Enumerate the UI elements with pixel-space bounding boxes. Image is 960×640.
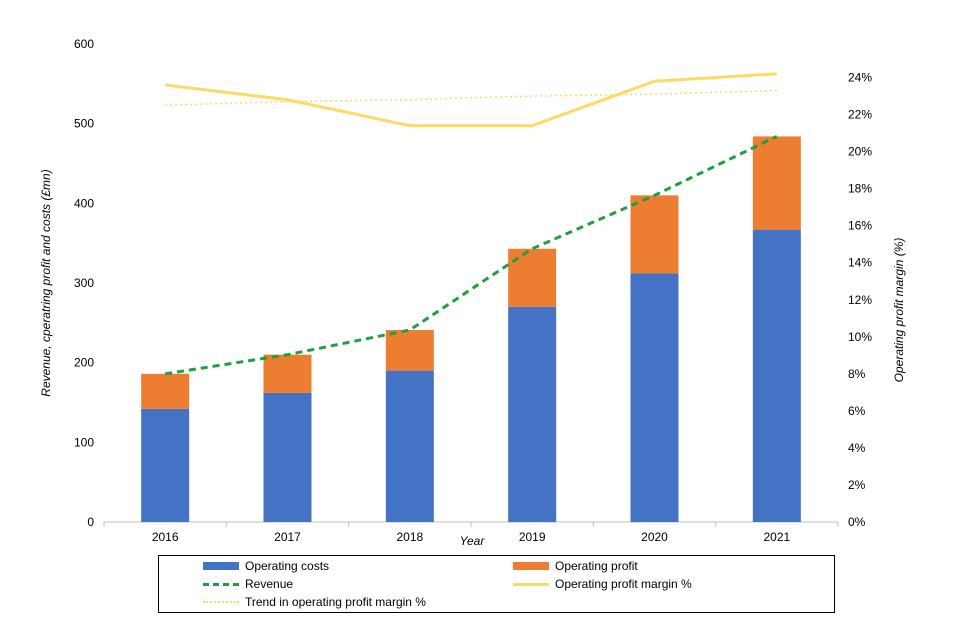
x-tick-label: 2017 [274, 530, 301, 544]
legend-label: Operating profit margin % [555, 577, 692, 591]
y2-tick-label: 24% [848, 71, 872, 85]
y-tick-label: 300 [74, 276, 94, 290]
bar-operating-costs [630, 273, 679, 522]
legend-key-margin-trend [203, 601, 239, 603]
y2-tick-label: 10% [848, 330, 872, 344]
legend: Operating costs Operating profit Revenue… [158, 555, 835, 613]
y-tick-label: 500 [74, 117, 94, 131]
x-tick-label: 2016 [152, 530, 179, 544]
legend-label: Operating costs [245, 559, 330, 573]
legend-key-operating-costs [203, 562, 239, 570]
y-tick-label: 600 [74, 37, 94, 51]
y2-tick-label: 18% [848, 182, 872, 196]
bar-operating-costs [385, 370, 434, 522]
y2-axis-title: Operating profit margin (%) [892, 238, 906, 383]
y2-tick-label: 22% [848, 108, 872, 122]
legend-label: Operating profit [555, 559, 638, 573]
y2-tick-label: 8% [848, 367, 866, 381]
y-tick-label: 200 [74, 356, 94, 370]
series-line-margin-trend [165, 89, 777, 107]
legend-item-margin-trend: Trend in operating profit margin % [203, 594, 426, 610]
bar-operating-costs [263, 392, 312, 522]
y-tick-label: 400 [74, 196, 94, 210]
series-line-revenue [164, 135, 778, 376]
legend-key-revenue [203, 582, 239, 586]
bar-operating-profit [508, 248, 557, 307]
y2-tick-label: 2% [848, 478, 866, 492]
y2-tick-label: 4% [848, 441, 866, 455]
x-tick-label: 2020 [641, 530, 668, 544]
y-tick-label: 100 [74, 435, 94, 449]
y2-tick-label: 12% [848, 293, 872, 307]
bar-operating-costs [508, 306, 557, 522]
legend-key-operating-profit [513, 562, 549, 570]
bar-operating-costs [141, 408, 190, 522]
y2-tick-label: 6% [848, 404, 866, 418]
x-tick-label: 2018 [396, 530, 423, 544]
legend-key-margin [513, 582, 549, 586]
legend-label: Revenue [245, 577, 294, 591]
x-axis-title: Year [460, 534, 486, 548]
y2-tick-label: 20% [848, 145, 872, 159]
y2-tick-label: 16% [848, 219, 872, 233]
y-axis-title: Revenue, cperatring profit and costs (£m… [39, 169, 53, 396]
legend-item-revenue: Revenue [203, 576, 293, 592]
x-tick-label: 2019 [519, 530, 546, 544]
bar-operating-profit [385, 330, 434, 371]
y-tick-label: 0 [87, 515, 94, 529]
x-tick-label: 2021 [763, 530, 790, 544]
series-line-operating-profit-margin [164, 72, 777, 128]
bar-operating-profit [630, 195, 679, 274]
bar-operating-costs [752, 229, 801, 522]
bar-operating-profit [141, 373, 190, 409]
y2-tick-label: 14% [848, 256, 872, 270]
legend-item-operating-profit: Operating profit [513, 558, 638, 574]
y2-tick-label: 0% [848, 515, 866, 529]
legend-label: Trend in operating profit margin % [245, 595, 426, 609]
legend-item-operating-costs: Operating costs [203, 558, 329, 574]
legend-item-margin: Operating profit margin % [513, 576, 692, 592]
bar-operating-profit [752, 136, 801, 230]
bar-operating-profit [263, 354, 312, 393]
